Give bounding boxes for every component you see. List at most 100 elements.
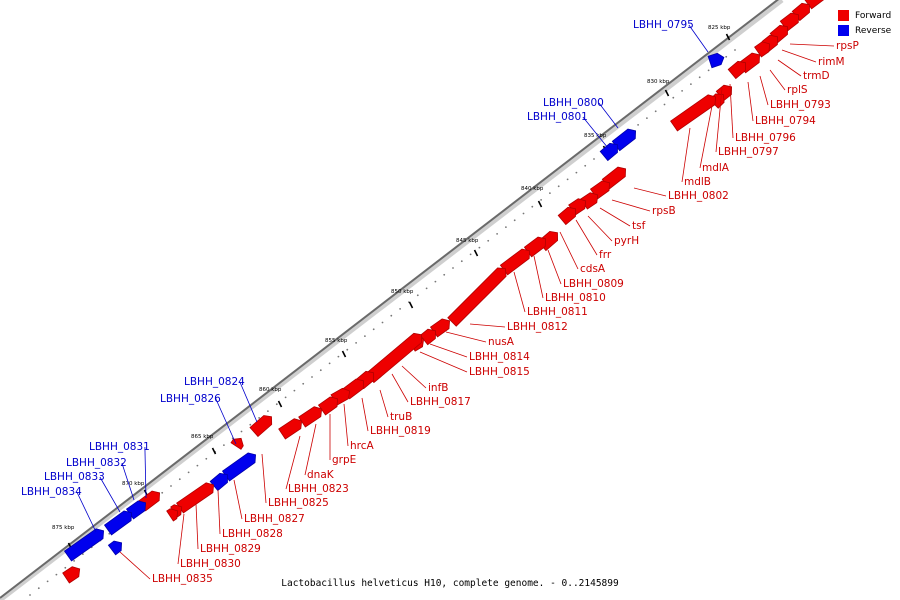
- track-dot: [170, 485, 172, 487]
- gene-feature-lbhh_0833[interactable]: [63, 528, 105, 562]
- gene-feature-mdla[interactable]: [715, 84, 733, 102]
- legend-forward: Forward: [838, 8, 891, 23]
- scale-label: 860 kbp: [259, 387, 282, 393]
- gene-label-lbhh_0823[interactable]: LBHH_0823: [288, 483, 349, 495]
- gene-label-trub[interactable]: truB: [390, 411, 412, 423]
- gene-feature-lbhh_0824[interactable]: [221, 452, 257, 482]
- gene-label-lbhh_0832[interactable]: LBHH_0832: [66, 457, 127, 469]
- gene-label-dnak[interactable]: dnaK: [307, 469, 335, 481]
- gene-feature-lbhh_0797[interactable]: [727, 60, 746, 80]
- gene-label-lbhh_0824[interactable]: LBHH_0824: [184, 376, 245, 388]
- gene-label-lbhh_0794[interactable]: LBHH_0794: [755, 115, 816, 127]
- scale-label: 825 kbp: [708, 25, 731, 31]
- track-dot: [337, 355, 340, 358]
- gene-label-lbhh_0817[interactable]: LBHH_0817: [410, 396, 471, 408]
- gene-label-lbhh_0819[interactable]: LBHH_0819: [370, 425, 431, 437]
- gene-label-lbhh_0793[interactable]: LBHH_0793: [770, 99, 831, 111]
- track-dot: [249, 423, 252, 426]
- gene-feature-lbhh_0835[interactable]: [62, 566, 81, 584]
- gene-label-rpsb[interactable]: rpsB: [652, 205, 676, 217]
- gene-label-lbhh_0802[interactable]: LBHH_0802: [668, 190, 729, 202]
- legend-forward-label: Forward: [855, 10, 892, 21]
- gene-label-lbhh_0835[interactable]: LBHH_0835: [152, 573, 213, 585]
- scale-tick: [211, 447, 217, 455]
- gene-label-mdla[interactable]: mdlA: [702, 162, 730, 174]
- track-dot: [267, 410, 269, 412]
- gene-label-infb[interactable]: infB: [428, 382, 448, 394]
- gene-feature-lbhh_0794[interactable]: [754, 41, 771, 58]
- gene-feature-lbhh_0823[interactable]: [249, 415, 273, 438]
- gene-label-lbhh_0828[interactable]: LBHH_0828: [222, 528, 283, 540]
- gene-feature-grpe[interactable]: [298, 406, 323, 428]
- track-dot: [29, 594, 31, 596]
- leader-line: [99, 476, 121, 513]
- gene-label-lbhh_0795[interactable]: LBHH_0795: [633, 19, 694, 31]
- gene-feature-lbhh_0812[interactable]: [447, 267, 507, 327]
- gene-label-lbhh_0801[interactable]: LBHH_0801: [527, 111, 588, 123]
- track-dot: [672, 96, 675, 99]
- gene-label-lbhh_0811[interactable]: LBHH_0811: [527, 306, 588, 318]
- gene-label-frr[interactable]: frr: [599, 249, 612, 261]
- gene-label-lbhh_0829[interactable]: LBHH_0829: [200, 543, 261, 555]
- gene-feature-lbhh_0811[interactable]: [499, 248, 531, 276]
- gene-feature-rpsp[interactable]: [804, 0, 825, 10]
- gene-feature-lbhh_0801[interactable]: [599, 142, 618, 162]
- gene-feature-hrca[interactable]: [317, 396, 339, 416]
- gene-feature-lbhh_0802[interactable]: [670, 94, 717, 132]
- track-dot: [64, 566, 67, 569]
- leader-line: [445, 331, 487, 343]
- gene-feature-lbhh_0834[interactable]: [107, 540, 123, 556]
- gene-label-grpe[interactable]: grpE: [332, 454, 356, 466]
- gene-label-rpsp[interactable]: rpsP: [836, 40, 859, 52]
- genome-axis: [0, 0, 784, 600]
- gene-label-lbhh_0814[interactable]: LBHH_0814: [469, 351, 530, 363]
- track-dot: [434, 280, 437, 283]
- track-dot: [311, 376, 313, 378]
- genome-backbone-shadow: [0, 0, 784, 600]
- gene-label-lbhh_0826[interactable]: LBHH_0826: [160, 393, 221, 405]
- gene-label-lbhh_0833[interactable]: LBHH_0833: [44, 471, 105, 483]
- track-dot: [178, 478, 181, 481]
- gene-feature-lbhh_0800[interactable]: [611, 128, 637, 152]
- leader-line: [76, 491, 97, 533]
- gene-label-lbhh_0830[interactable]: LBHH_0830: [180, 558, 241, 570]
- gene-feature-infb[interactable]: [365, 332, 423, 384]
- track-dot: [540, 199, 542, 201]
- gene-feature-lbhh_0829[interactable]: [166, 508, 179, 522]
- leader-line: [587, 215, 613, 242]
- track-dot: [698, 76, 701, 79]
- gene-label-lbhh_0827[interactable]: LBHH_0827: [244, 513, 305, 525]
- gene-label-pyrh[interactable]: pyrH: [614, 235, 639, 247]
- gene-label-rpls[interactable]: rplS: [787, 84, 808, 96]
- leader-line: [304, 423, 317, 476]
- gene-feature-dnak[interactable]: [278, 418, 303, 440]
- gene-label-lbhh_0809[interactable]: LBHH_0809: [563, 278, 624, 290]
- gene-label-hrca[interactable]: hrcA: [350, 440, 375, 452]
- gene-label-mdlb[interactable]: mdlB: [684, 176, 711, 188]
- scale-tick: [664, 89, 670, 97]
- gene-feature-lbhh_0832[interactable]: [103, 510, 133, 536]
- track-dot: [240, 430, 243, 433]
- gene-feature-lbhh_0826[interactable]: [209, 472, 228, 492]
- gene-feature-cdsa[interactable]: [557, 206, 576, 226]
- gene-label-nusa[interactable]: nusA: [488, 336, 515, 348]
- track-dot: [223, 444, 225, 446]
- gene-label-lbhh_0831[interactable]: LBHH_0831: [89, 441, 150, 453]
- gene-label-lbhh_0797[interactable]: LBHH_0797: [718, 146, 779, 158]
- gene-label-lbhh_0815[interactable]: LBHH_0815: [469, 366, 530, 378]
- gene-label-lbhh_0800[interactable]: LBHH_0800: [543, 97, 604, 109]
- gene-label-cdsa[interactable]: cdsA: [580, 263, 606, 275]
- gene-label-lbhh_0834[interactable]: LBHH_0834: [21, 486, 82, 498]
- gene-label-trmd[interactable]: trmD: [803, 70, 830, 82]
- gene-feature-lbhh_0827[interactable]: [176, 482, 215, 514]
- gene-label-lbhh_0812[interactable]: LBHH_0812: [507, 321, 568, 333]
- gene-label-tsf[interactable]: tsf: [632, 220, 646, 232]
- leader-line: [533, 255, 544, 299]
- gene-label-rimm[interactable]: rimM: [818, 56, 845, 68]
- gene-label-lbhh_0796[interactable]: LBHH_0796: [735, 132, 796, 144]
- gene-label-lbhh_0825[interactable]: LBHH_0825: [268, 497, 329, 509]
- gene-feature-lbhh_0795[interactable]: [707, 52, 725, 69]
- gene-label-lbhh_0810[interactable]: LBHH_0810: [545, 292, 606, 304]
- gene-feature-lbhh_0825[interactable]: [230, 437, 244, 450]
- track-dot: [549, 192, 551, 195]
